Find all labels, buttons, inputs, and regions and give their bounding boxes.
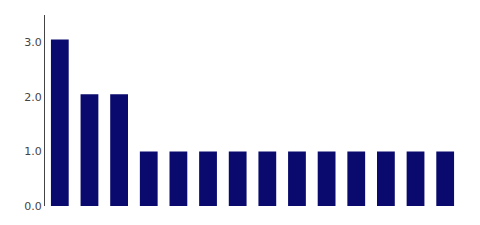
svg-text:3.0: 3.0 <box>24 36 42 49</box>
svg-text:2.0: 2.0 <box>24 91 42 104</box>
svg-text:0.0: 0.0 <box>24 200 42 213</box>
svg-text:1.0: 1.0 <box>24 145 42 158</box>
